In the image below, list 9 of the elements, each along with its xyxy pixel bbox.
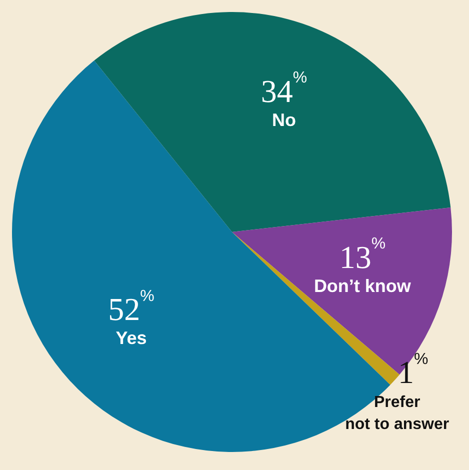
data-label: 13$^{%}$ [339, 235, 386, 275]
data-label: 34$^{%}$ [260, 69, 308, 109]
slice-label: Prefer not to answer [345, 394, 450, 434]
slice-label: Don’t know [314, 276, 412, 296]
slice-label: Yes [116, 328, 147, 348]
data-label: 52$^{%}$ [108, 287, 154, 327]
data-label: 1$^{%}$ [398, 350, 428, 390]
slice-label: No [272, 110, 296, 130]
pie-slice [94, 12, 451, 232]
